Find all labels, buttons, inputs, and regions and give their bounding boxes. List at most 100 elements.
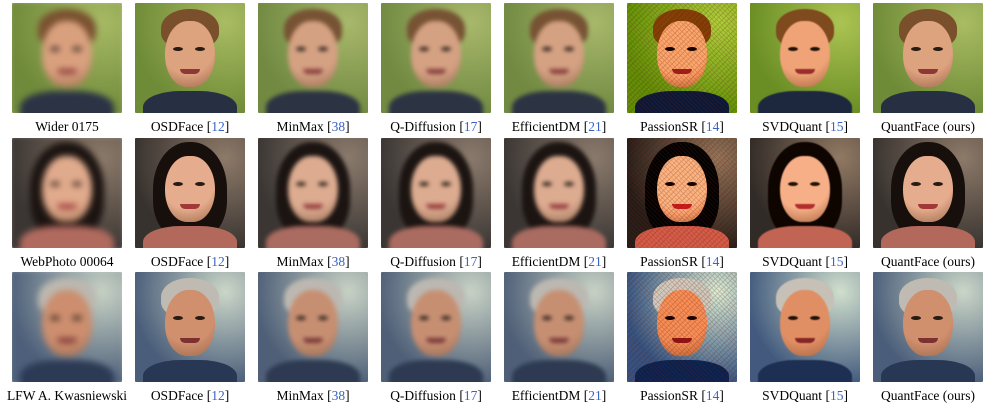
face-image	[750, 3, 860, 113]
comparison-cell: QuantFace (ours)	[867, 3, 989, 134]
method-name: EfficientDM	[511, 254, 581, 269]
caption: QuantFace (ours)	[861, 388, 995, 404]
comparison-cell: MinMax [38]	[252, 272, 374, 403]
caption: OSDFace [12]	[150, 119, 230, 134]
face-image	[873, 3, 983, 113]
face-image	[627, 3, 737, 113]
caption: QuantFace (ours)	[861, 254, 995, 270]
method-name: WebPhoto 00064	[20, 254, 114, 269]
comparison-cell: MinMax [38]	[252, 3, 374, 134]
method-name: QuantFace (ours)	[880, 254, 976, 269]
method-name: OSDFace	[150, 119, 204, 134]
face-image	[504, 3, 614, 113]
caption: MinMax [38]	[276, 254, 350, 269]
method-name: EfficientDM	[511, 119, 581, 134]
caption: Q-Diffusion [17]	[390, 388, 482, 403]
comparison-cell: OSDFace [12]	[129, 3, 251, 134]
caption: EfficientDM [21]	[511, 254, 607, 269]
citation-link[interactable]: 21	[588, 119, 602, 134]
citation-link[interactable]: 17	[463, 119, 478, 134]
method-name: QuantFace (ours)	[880, 119, 976, 134]
face-image	[12, 138, 122, 248]
comparison-cell: Q-Diffusion [17]	[375, 272, 497, 403]
citation-link[interactable]: 14	[705, 119, 720, 134]
comparison-cell: OSDFace [12]	[129, 272, 251, 403]
comparison-cell: WebPhoto 00064	[6, 138, 128, 269]
caption: Q-Diffusion [17]	[390, 254, 482, 269]
face-image	[381, 3, 491, 113]
citation-link[interactable]: 38	[331, 119, 346, 134]
citation-link[interactable]: 12	[211, 254, 225, 269]
method-name: Q-Diffusion	[390, 119, 456, 134]
method-name: LFW A. Kwasniewski	[6, 388, 128, 403]
citation-link[interactable]: 17	[463, 254, 478, 269]
citation-link[interactable]: 21	[588, 254, 602, 269]
comparison-cell: Q-Diffusion [17]	[375, 138, 497, 269]
citation-link[interactable]: 12	[211, 388, 225, 403]
face-image	[504, 138, 614, 248]
method-name: MinMax	[276, 388, 324, 403]
method-name: PassionSR	[640, 254, 698, 269]
citation-link[interactable]: 15	[829, 119, 844, 134]
citation-link[interactable]: 38	[331, 254, 346, 269]
method-name: Q-Diffusion	[390, 388, 456, 403]
comparison-cell: EfficientDM [21]	[498, 3, 620, 134]
caption: MinMax [38]	[276, 119, 350, 134]
method-name: PassionSR	[640, 388, 698, 403]
face-image	[258, 272, 368, 382]
face-image	[135, 3, 245, 113]
caption: LFW A. Kwasniewski	[0, 388, 134, 404]
citation-link[interactable]: 38	[331, 388, 346, 403]
face-image	[12, 272, 122, 382]
caption: PassionSR [14]	[640, 388, 724, 403]
method-name: EfficientDM	[511, 388, 581, 403]
face-image	[135, 138, 245, 248]
caption: MinMax [38]	[276, 388, 350, 403]
citation-link[interactable]: 17	[463, 388, 478, 403]
citation-link[interactable]: 12	[211, 119, 225, 134]
comparison-cell: PassionSR [14]	[621, 272, 743, 403]
comparison-cell: EfficientDM [21]	[498, 272, 620, 403]
comparison-cell: LFW A. Kwasniewski	[6, 272, 128, 403]
face-image	[873, 272, 983, 382]
method-name: OSDFace	[150, 254, 204, 269]
face-image	[12, 3, 122, 113]
citation-link[interactable]: 15	[829, 388, 844, 403]
comparison-cell: PassionSR [14]	[621, 3, 743, 134]
face-image	[135, 272, 245, 382]
caption: OSDFace [12]	[150, 254, 230, 269]
face-image	[627, 272, 737, 382]
caption: Q-Diffusion [17]	[390, 119, 482, 134]
caption: EfficientDM [21]	[511, 388, 607, 403]
method-name: Q-Diffusion	[390, 254, 456, 269]
caption: Wider 0175	[0, 119, 134, 135]
method-name: PassionSR	[640, 119, 698, 134]
comparison-cell: Q-Diffusion [17]	[375, 3, 497, 134]
face-image	[258, 3, 368, 113]
face-image	[381, 272, 491, 382]
citation-link[interactable]: 14	[705, 254, 720, 269]
method-name: SVDQuant	[762, 388, 823, 403]
comparison-cell: QuantFace (ours)	[867, 138, 989, 269]
comparison-cell: Wider 0175	[6, 3, 128, 134]
comparison-cell: SVDQuant [15]	[744, 272, 866, 403]
caption: PassionSR [14]	[640, 119, 724, 134]
face-image	[258, 138, 368, 248]
face-image	[381, 138, 491, 248]
method-name: SVDQuant	[762, 119, 823, 134]
citation-link[interactable]: 14	[705, 388, 720, 403]
caption: SVDQuant [15]	[762, 254, 848, 269]
face-image	[873, 138, 983, 248]
face-image	[750, 138, 860, 248]
caption: SVDQuant [15]	[762, 388, 848, 403]
caption: WebPhoto 00064	[0, 254, 134, 270]
method-name: Wider 0175	[35, 119, 99, 134]
caption: SVDQuant [15]	[762, 119, 848, 134]
face-image	[504, 272, 614, 382]
comparison-cell: MinMax [38]	[252, 138, 374, 269]
citation-link[interactable]: 15	[829, 254, 844, 269]
caption: QuantFace (ours)	[861, 119, 995, 135]
method-name: QuantFace (ours)	[880, 388, 976, 403]
citation-link[interactable]: 21	[588, 388, 602, 403]
